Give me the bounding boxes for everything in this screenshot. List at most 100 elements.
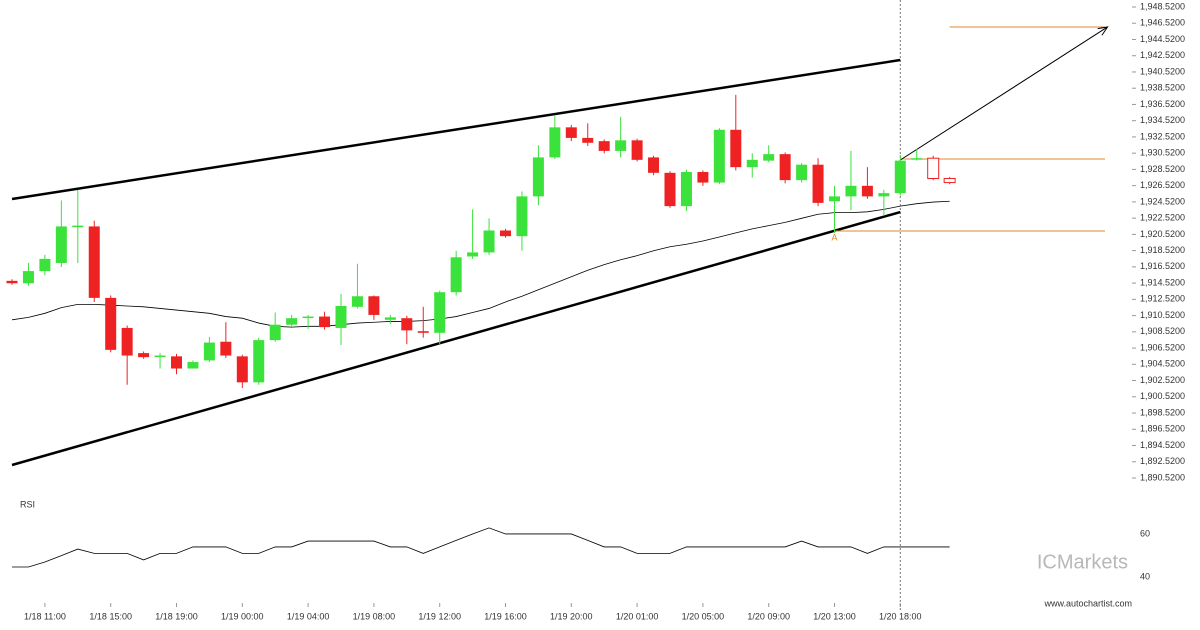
candle-body — [236, 356, 248, 383]
y-tick-label: 1,896.5200 — [1140, 424, 1185, 434]
y-tick-label: 1,920.5200 — [1140, 229, 1185, 239]
candle-body — [154, 355, 166, 358]
y-tick-label: 1,890.5200 — [1140, 472, 1185, 482]
x-tick-label: 1/20 01:00 — [616, 611, 659, 621]
candle-body — [22, 271, 34, 284]
candle-body — [565, 127, 577, 138]
candle-body — [746, 159, 758, 168]
y-tick-label: 1,926.5200 — [1140, 180, 1185, 190]
x-tick-label: 1/18 15:00 — [89, 611, 132, 621]
watermark: ICMarkets — [1037, 551, 1128, 573]
candle-body — [763, 154, 775, 161]
rsi-line — [12, 527, 950, 568]
candle-body — [467, 252, 479, 257]
y-tick-label: 1,906.5200 — [1140, 342, 1185, 352]
candle-body — [39, 258, 51, 272]
forecast-arrow — [900, 26, 1108, 161]
candle-body — [927, 157, 940, 180]
candle-body — [730, 129, 742, 168]
candle-body — [187, 362, 199, 369]
candle-body — [631, 140, 643, 160]
x-tick-label: 1/20 13:00 — [813, 611, 856, 621]
candle-body — [713, 129, 725, 183]
y-tick-label: 1,910.5200 — [1140, 310, 1185, 320]
candle-body — [861, 185, 873, 197]
candle-body — [779, 154, 791, 181]
rsi-tick-label: 60 — [1140, 528, 1150, 538]
y-tick-label: 1,924.5200 — [1140, 196, 1185, 206]
source: www.autochartist.com — [1043, 598, 1132, 608]
y-tick-label: 1,908.5200 — [1140, 326, 1185, 336]
candle-body — [697, 172, 709, 183]
candle-body — [286, 318, 298, 325]
x-tick-label: 1/19 20:00 — [550, 611, 593, 621]
rsi-label: RSI — [20, 499, 35, 509]
y-tick-label: 1,944.5200 — [1140, 34, 1185, 44]
moving-average — [11, 200, 950, 328]
trendline — [11, 210, 901, 467]
candle-body — [203, 342, 215, 361]
candle-body — [55, 226, 67, 263]
x-tick-label: 1/19 08:00 — [353, 611, 396, 621]
candle-body — [72, 225, 84, 228]
candle-body — [302, 316, 314, 319]
x-tick-label: 1/18 11:00 — [24, 611, 66, 621]
y-tick-label: 1,916.5200 — [1140, 261, 1185, 271]
candle-body — [894, 160, 906, 194]
candle-body — [269, 324, 281, 341]
candle-body — [943, 178, 956, 184]
y-tick-label: 1,936.5200 — [1140, 99, 1185, 109]
candle-body — [319, 316, 331, 328]
candle-body — [6, 280, 18, 284]
x-tick-label: 1/18 19:00 — [155, 611, 198, 621]
candle-body — [911, 158, 923, 160]
candle-body — [450, 257, 462, 293]
y-tick-label: 1,932.5200 — [1140, 131, 1185, 141]
candle-body — [483, 230, 495, 253]
y-tick-label: 1,948.5200 — [1140, 1, 1185, 11]
x-tick-label: 1/19 16:00 — [484, 611, 527, 621]
y-tick-label: 1,934.5200 — [1140, 115, 1185, 125]
candle-body — [845, 185, 857, 197]
pattern-point-label: A — [831, 232, 837, 242]
y-tick-label: 1,942.5200 — [1140, 50, 1185, 60]
candle-body — [253, 340, 265, 383]
candle-body — [812, 164, 824, 203]
candle-body — [549, 127, 561, 158]
y-tick-label: 1,894.5200 — [1140, 440, 1185, 450]
y-tick-label: 1,892.5200 — [1140, 456, 1185, 466]
candle-body — [648, 157, 660, 173]
candle-body — [878, 193, 890, 197]
candle-body — [582, 137, 594, 143]
x-tick-label: 1/20 18:00 — [879, 611, 922, 621]
y-tick-label: 1,898.5200 — [1140, 407, 1185, 417]
candle-body — [171, 356, 182, 369]
arrow-head — [1097, 26, 1109, 36]
x-tick-label: 1/19 04:00 — [287, 611, 330, 621]
candle-body — [88, 226, 100, 298]
y-tick-label: 1,902.5200 — [1140, 375, 1185, 385]
candle-body — [220, 341, 232, 356]
y-tick-label: 1,912.5200 — [1140, 294, 1185, 304]
y-tick-label: 1,930.5200 — [1140, 148, 1185, 158]
candle-body — [121, 327, 133, 356]
y-tick-label: 1,918.5200 — [1140, 245, 1185, 255]
candle-body — [368, 296, 380, 315]
y-tick-label: 1,940.5200 — [1140, 66, 1185, 76]
candle-body — [500, 230, 511, 237]
candle-body — [351, 296, 363, 307]
y-tick-label: 1,900.5200 — [1140, 391, 1185, 401]
candle-body — [105, 297, 117, 350]
y-tick-label: 1,914.5200 — [1140, 277, 1185, 287]
candle-body — [664, 172, 676, 207]
candle-body — [401, 318, 413, 331]
y-tick-label: 1,938.5200 — [1140, 83, 1185, 93]
candle-body — [796, 164, 808, 181]
x-tick-label: 1/19 00:00 — [221, 611, 264, 621]
candle-body — [516, 196, 528, 237]
y-tick-label: 1,946.5200 — [1140, 18, 1185, 28]
candle-body — [598, 141, 610, 151]
y-tick-label: 1,922.5200 — [1140, 213, 1185, 223]
candle-body — [532, 157, 544, 197]
